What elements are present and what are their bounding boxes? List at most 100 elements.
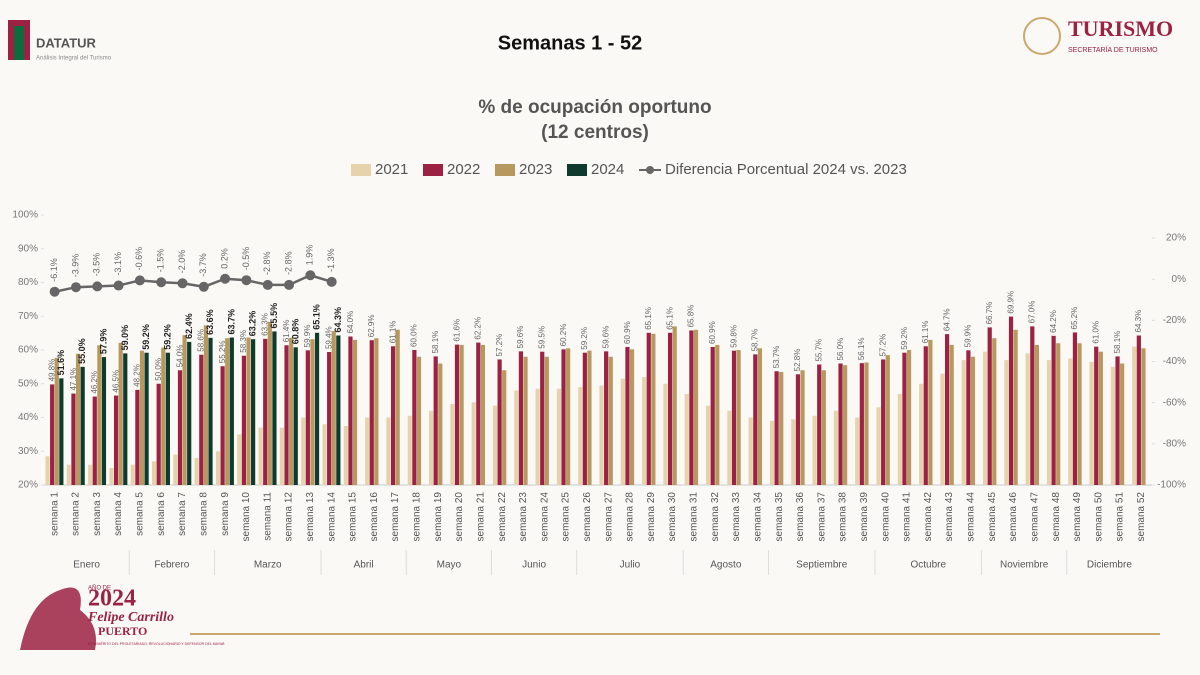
data-label: 63.3% — [261, 313, 270, 336]
bar — [428, 410, 434, 485]
y-tick-label: 40% — [18, 412, 38, 423]
bar — [310, 339, 315, 485]
bar — [305, 350, 310, 485]
honoree-name: Felipe Carrillo — [87, 610, 174, 625]
bar — [663, 383, 668, 485]
bar — [599, 385, 604, 485]
bar — [642, 377, 647, 485]
portrait — [20, 587, 96, 650]
line-marker — [284, 279, 295, 290]
bar — [651, 333, 656, 485]
y-tick-label: 90% — [18, 243, 38, 254]
agency-sub: SECRETARÍA DE TURISMO — [1068, 45, 1158, 54]
data-label: 48.2% — [133, 364, 142, 387]
bar — [263, 338, 268, 485]
y-tick-label: 80% — [18, 277, 38, 288]
data-label: 63.2% — [248, 311, 258, 337]
bar — [897, 393, 902, 485]
y-tick-label: 50% — [18, 378, 38, 389]
bar — [374, 338, 379, 485]
bar — [646, 332, 651, 485]
data-label: 59.6% — [516, 326, 525, 349]
legend-label: 2021 — [375, 161, 408, 178]
month-label: Marzo — [254, 560, 282, 571]
x-tick-label: semana 34 — [752, 492, 763, 542]
legend-swatch — [351, 164, 371, 176]
bar — [284, 345, 289, 485]
y-tick-label: 20% — [18, 480, 38, 491]
data-label: 49.8% — [47, 359, 56, 382]
bar — [1094, 346, 1099, 485]
bar — [1141, 348, 1146, 485]
month-label: Enero — [73, 560, 100, 571]
data-label: 65.5% — [269, 303, 279, 329]
bar — [386, 417, 391, 485]
data-label: 58.3% — [239, 330, 248, 353]
bar — [710, 346, 715, 485]
line-label: -2.8% — [283, 251, 293, 275]
data-label: 57.2% — [495, 334, 504, 357]
line-marker — [113, 280, 124, 291]
line-marker — [49, 286, 60, 297]
line-marker — [220, 273, 231, 284]
bar — [497, 359, 502, 485]
bar — [881, 359, 886, 485]
data-label: 59.5% — [538, 326, 547, 349]
bar — [66, 464, 71, 485]
agency: TURISMO — [1068, 16, 1173, 41]
bar — [1034, 344, 1040, 485]
bar — [961, 360, 966, 485]
bar — [864, 362, 869, 485]
data-label: 63.6% — [205, 309, 215, 335]
line-marker — [156, 277, 167, 288]
bar — [59, 378, 64, 485]
month-label: Junio — [522, 560, 546, 571]
bar — [1132, 346, 1137, 485]
bar — [667, 332, 673, 485]
bar — [582, 352, 587, 485]
data-label: 65.8% — [687, 305, 696, 328]
logo-mark — [14, 26, 24, 60]
data-label: 65.1% — [644, 307, 653, 330]
bar — [523, 356, 528, 485]
x-tick-label: semana 32 — [710, 492, 721, 542]
month-label: Julio — [620, 560, 641, 571]
bar — [80, 366, 85, 485]
page-title: Semanas 1 - 52 — [498, 32, 643, 54]
data-label: 54.0% — [175, 345, 184, 368]
bar — [289, 337, 294, 485]
bar — [876, 407, 881, 485]
bar — [923, 346, 928, 485]
data-label: 53.7% — [772, 346, 781, 369]
data-label: 62.4% — [184, 313, 194, 339]
month-label: Octubre — [910, 560, 946, 571]
bar — [1136, 335, 1141, 485]
data-label: 55.0% — [77, 338, 87, 364]
bar — [1030, 326, 1035, 485]
bar — [220, 366, 225, 485]
line-marker — [134, 275, 145, 286]
data-label: 59.2% — [580, 327, 589, 350]
bar — [855, 417, 860, 485]
legend-label: 2022 — [447, 161, 480, 178]
x-tick-label: semana 17 — [390, 492, 401, 542]
data-label: 62.2% — [474, 317, 483, 340]
bar — [237, 434, 242, 485]
bar — [177, 370, 183, 485]
chart-subtitle: (12 centros) — [541, 122, 649, 143]
bar — [753, 354, 758, 485]
x-tick-label: semana 36 — [795, 492, 806, 542]
month-label: Noviembre — [1000, 560, 1049, 571]
line-marker — [92, 281, 103, 292]
bar — [1051, 335, 1056, 485]
x-tick-label: semana 3 — [92, 492, 103, 536]
bar — [412, 350, 417, 485]
bar — [1115, 356, 1120, 485]
brand: DATATUR — [36, 35, 97, 50]
bar — [518, 351, 524, 485]
bar — [118, 342, 123, 485]
data-label: 65.2% — [1070, 307, 1079, 330]
data-label: 64.7% — [942, 308, 951, 331]
bar — [684, 393, 689, 485]
